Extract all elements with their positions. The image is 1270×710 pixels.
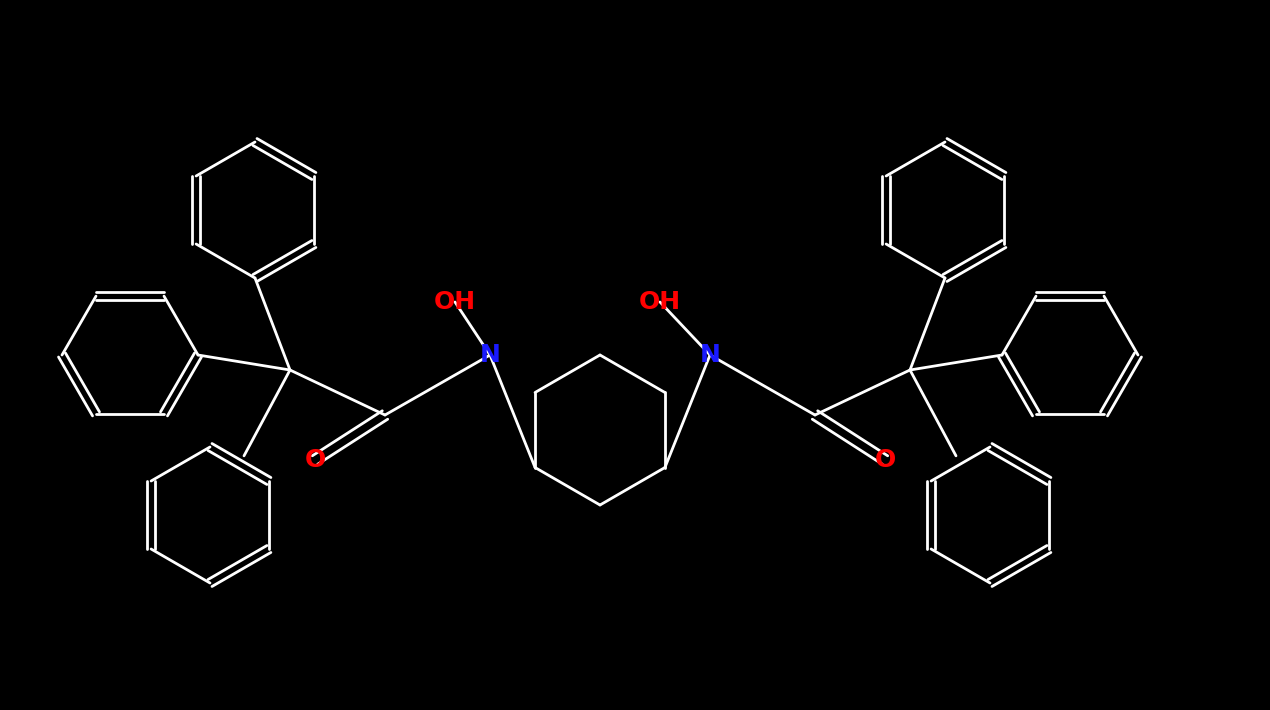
- Text: O: O: [874, 448, 895, 472]
- Text: O: O: [305, 448, 325, 472]
- Text: OH: OH: [639, 290, 681, 314]
- Text: N: N: [480, 343, 500, 367]
- Text: N: N: [700, 343, 720, 367]
- Text: OH: OH: [434, 290, 476, 314]
